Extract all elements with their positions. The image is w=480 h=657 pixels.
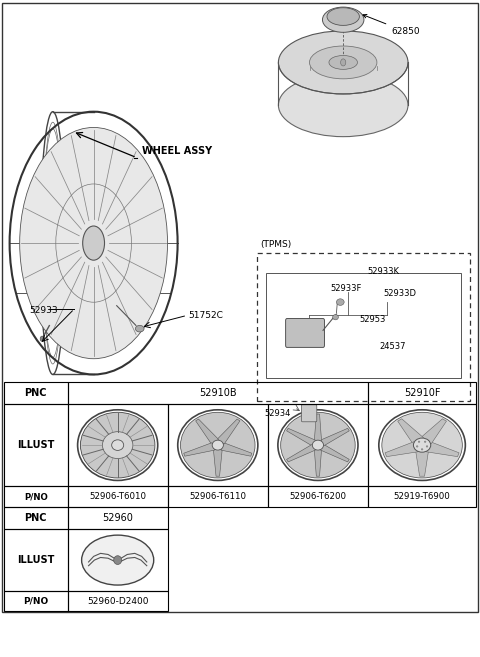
- Polygon shape: [184, 443, 215, 456]
- Polygon shape: [320, 428, 349, 445]
- Ellipse shape: [413, 438, 431, 452]
- Ellipse shape: [421, 449, 423, 450]
- Ellipse shape: [327, 8, 360, 26]
- Bar: [368, 404, 476, 486]
- Bar: [68, 404, 168, 486]
- Ellipse shape: [180, 413, 255, 478]
- Ellipse shape: [310, 46, 377, 79]
- Circle shape: [40, 336, 44, 342]
- Bar: [368, 382, 476, 404]
- Ellipse shape: [112, 440, 124, 451]
- Polygon shape: [221, 443, 252, 456]
- Bar: [368, 486, 476, 507]
- Polygon shape: [287, 428, 315, 445]
- Text: PNC: PNC: [24, 513, 47, 523]
- Text: ILLUST: ILLUST: [17, 555, 54, 565]
- Ellipse shape: [83, 226, 105, 260]
- Circle shape: [341, 59, 346, 66]
- Text: 52910B: 52910B: [199, 388, 237, 398]
- Bar: [266, 273, 461, 378]
- Text: 52934: 52934: [264, 409, 290, 419]
- Polygon shape: [214, 449, 222, 476]
- Polygon shape: [314, 414, 322, 441]
- Text: 52933D: 52933D: [383, 289, 416, 298]
- Ellipse shape: [323, 7, 364, 32]
- Bar: [168, 404, 268, 486]
- FancyBboxPatch shape: [301, 405, 317, 422]
- Ellipse shape: [278, 74, 408, 137]
- Text: PNC: PNC: [24, 388, 47, 398]
- Bar: [4, 591, 68, 611]
- Text: 52953: 52953: [360, 315, 386, 325]
- Bar: [268, 404, 368, 486]
- Polygon shape: [217, 419, 240, 444]
- Ellipse shape: [312, 440, 324, 450]
- Text: WHEEL ASSY: WHEEL ASSY: [142, 146, 212, 156]
- Ellipse shape: [382, 413, 462, 478]
- Polygon shape: [314, 449, 322, 476]
- Ellipse shape: [81, 413, 155, 478]
- Text: ILLUST: ILLUST: [17, 440, 54, 450]
- Bar: [257, 253, 470, 401]
- Text: 52906-T6010: 52906-T6010: [89, 492, 146, 501]
- Ellipse shape: [278, 31, 408, 94]
- Text: 52933F: 52933F: [331, 284, 362, 294]
- Bar: [4, 529, 68, 591]
- Polygon shape: [420, 419, 446, 444]
- Bar: [4, 404, 68, 486]
- Bar: [68, 507, 168, 529]
- Bar: [68, 529, 168, 591]
- Bar: [68, 591, 168, 611]
- Text: 52960: 52960: [102, 513, 133, 523]
- Bar: [4, 382, 68, 404]
- Ellipse shape: [212, 440, 223, 450]
- Polygon shape: [385, 442, 418, 457]
- Ellipse shape: [333, 315, 338, 320]
- Ellipse shape: [135, 325, 144, 332]
- Bar: [4, 486, 68, 507]
- Bar: [68, 486, 168, 507]
- Text: P/NO: P/NO: [23, 597, 48, 606]
- FancyBboxPatch shape: [286, 319, 324, 348]
- Polygon shape: [426, 442, 459, 457]
- Text: 51752C: 51752C: [189, 311, 224, 320]
- Ellipse shape: [424, 441, 426, 442]
- Text: 24537: 24537: [379, 342, 406, 351]
- Text: 52919-T6900: 52919-T6900: [394, 492, 450, 501]
- Text: P/NO: P/NO: [24, 492, 48, 501]
- Ellipse shape: [114, 556, 121, 564]
- Text: 52933: 52933: [29, 306, 58, 315]
- Text: (TPMS): (TPMS): [261, 240, 292, 249]
- Bar: [68, 382, 368, 404]
- Ellipse shape: [426, 445, 428, 447]
- Ellipse shape: [416, 445, 418, 447]
- Ellipse shape: [418, 441, 420, 442]
- Bar: [268, 486, 368, 507]
- Polygon shape: [398, 419, 423, 444]
- Polygon shape: [416, 451, 429, 476]
- Polygon shape: [287, 445, 315, 462]
- Ellipse shape: [281, 413, 355, 478]
- Text: 52906-T6200: 52906-T6200: [289, 492, 347, 501]
- Bar: [4, 507, 68, 529]
- Polygon shape: [320, 445, 349, 462]
- Text: 52933K: 52933K: [368, 267, 400, 277]
- Text: 52910F: 52910F: [404, 388, 440, 398]
- Polygon shape: [196, 419, 218, 444]
- Text: 52960-D2400: 52960-D2400: [87, 597, 148, 606]
- Ellipse shape: [82, 535, 154, 585]
- Text: 52906-T6110: 52906-T6110: [189, 492, 246, 501]
- Ellipse shape: [336, 299, 344, 306]
- Ellipse shape: [102, 432, 133, 459]
- Text: 62850: 62850: [363, 14, 420, 36]
- Bar: [168, 486, 268, 507]
- Ellipse shape: [20, 127, 168, 359]
- Ellipse shape: [329, 55, 358, 70]
